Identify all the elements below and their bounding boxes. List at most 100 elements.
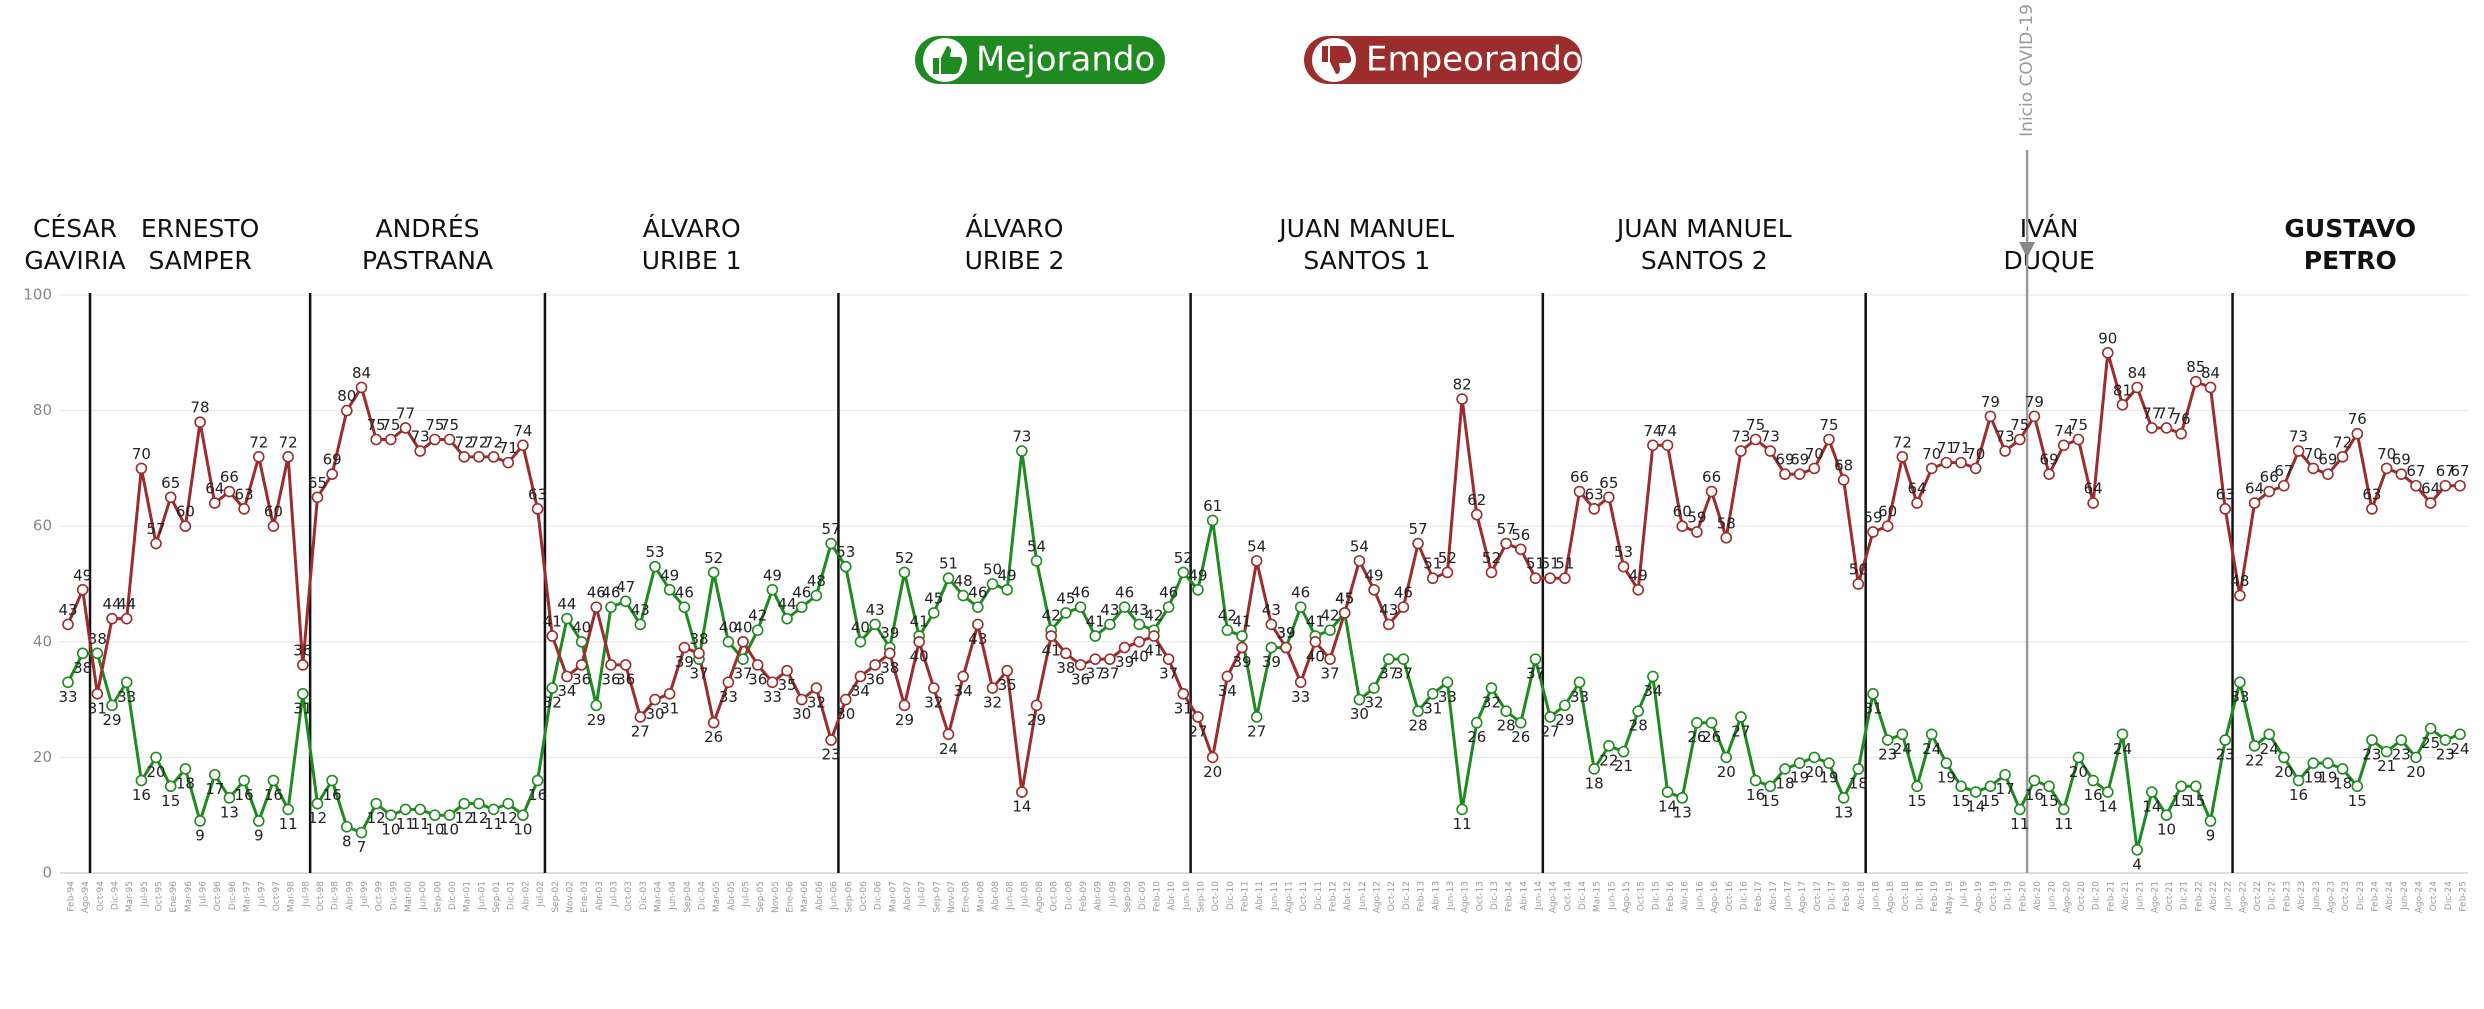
data-label: 65: [308, 474, 327, 492]
x-tick-label: Jun-08: [1006, 881, 1016, 911]
data-label: 37: [1086, 665, 1105, 683]
data-label: 28: [1629, 717, 1648, 735]
data-label: 27: [1541, 722, 1560, 740]
data-label: 46: [792, 584, 811, 602]
data-label: 9: [195, 826, 205, 844]
data-label: 18: [176, 774, 195, 792]
x-tick-label: Feb-10: [1152, 881, 1162, 912]
data-label: 41: [1042, 642, 1061, 660]
x-tick-label: Oct-96: [213, 881, 223, 912]
legend-label: Mejorando: [976, 40, 1155, 80]
point: [913, 635, 925, 648]
x-tick-label: Ago-16: [1710, 881, 1720, 914]
data-label: 14: [1012, 798, 1031, 816]
data-label: 16: [323, 786, 342, 804]
x-tick-label: Dic-01: [507, 881, 517, 910]
data-label: 10: [381, 821, 400, 839]
x-tick-label: Dic-20: [2092, 881, 2102, 910]
x-tick-label: Nov-05: [771, 881, 781, 913]
data-label: 72: [279, 433, 298, 451]
data-label: 10: [2157, 821, 2176, 839]
data-label: 23: [2362, 746, 2381, 764]
point: [1089, 630, 1102, 642]
point: [1793, 468, 1806, 480]
data-label: 29: [1555, 711, 1574, 729]
point: [2175, 780, 2187, 793]
data-label: 20: [1717, 763, 1736, 781]
data-label: 46: [587, 584, 606, 602]
data-label: 73: [411, 428, 430, 446]
point: [1382, 618, 1395, 631]
point: [370, 433, 382, 446]
point: [2307, 462, 2320, 475]
data-label: 43: [631, 601, 650, 619]
x-tick-label: Abr-10: [1167, 881, 1177, 911]
point: [2292, 445, 2305, 457]
point: [1074, 659, 1087, 671]
x-tick-label: Oct-08: [1050, 881, 1060, 912]
point: [854, 670, 867, 683]
data-label: 46: [1291, 584, 1310, 602]
point: [1104, 618, 1116, 631]
data-label: 33: [2230, 688, 2249, 706]
x-tick-label: Jun-17: [1783, 881, 1793, 911]
point: [531, 774, 544, 787]
x-tick-label: Abr-24: [2385, 881, 2395, 911]
data-label: 71: [499, 439, 518, 457]
point: [296, 688, 309, 700]
data-label: 33: [719, 688, 738, 706]
x-tick-label: Oct-94: [96, 881, 106, 912]
point: [1632, 705, 1645, 717]
point: [473, 797, 485, 810]
data-label: 45: [1335, 589, 1354, 607]
point: [1691, 716, 1703, 729]
data-label: 34: [1218, 682, 1237, 700]
x-tick-label: Ago-94: [81, 881, 91, 914]
data-label: 30: [836, 705, 855, 723]
point: [1426, 688, 1439, 700]
data-label: 32: [983, 694, 1002, 712]
x-tick-label: Dic-10: [1226, 881, 1236, 910]
data-label: 46: [1071, 584, 1090, 602]
point: [1001, 664, 1013, 677]
x-tick-label: Oct-18: [1901, 881, 1911, 912]
point: [1529, 653, 1542, 665]
point: [1515, 543, 1527, 556]
legend-label: Empeorando: [1366, 40, 1583, 80]
x-tick-label: Jun-15: [1607, 881, 1617, 911]
x-tick-label: Jun-24: [2400, 881, 2410, 911]
data-label: 75: [2010, 416, 2029, 434]
data-label: 11: [396, 815, 415, 833]
legend-mejorando: Mejorando: [915, 36, 1165, 84]
thumb-down: [1322, 46, 1352, 74]
x-tick-label: Feb-09: [1079, 881, 1089, 912]
x-tick-label: Abr-08: [991, 881, 1001, 911]
data-label: 18: [1775, 774, 1794, 792]
point: [1749, 433, 1762, 446]
data-label: 19: [2318, 769, 2337, 787]
x-tick-label: Dic-04: [698, 881, 708, 910]
point: [1735, 711, 1747, 723]
point: [1382, 653, 1395, 665]
point: [678, 641, 691, 654]
x-tick-label: Abr-13: [1431, 881, 1441, 911]
data-label: 72: [484, 433, 503, 451]
data-label: 44: [117, 595, 136, 613]
x-tick-label: Feb-22: [2194, 881, 2204, 912]
data-label: 66: [220, 468, 239, 486]
data-label: 70: [1922, 445, 1941, 463]
point: [2410, 751, 2422, 764]
point: [2454, 479, 2466, 492]
point: [1368, 682, 1380, 694]
x-tick-label: Feb-13: [1417, 881, 1427, 912]
x-tick-label: Dic-94: [111, 881, 121, 910]
point: [883, 647, 896, 660]
data-label: 85: [2186, 358, 2205, 376]
data-label: 69: [2318, 451, 2337, 469]
x-tick-label: Dic-11: [1314, 881, 1324, 910]
point: [385, 433, 397, 446]
x-tick-label: Sep-10: [1196, 881, 1206, 913]
data-label: 20: [2069, 763, 2088, 781]
point: [766, 583, 779, 596]
x-tick-label: Ago-12: [1373, 881, 1383, 913]
